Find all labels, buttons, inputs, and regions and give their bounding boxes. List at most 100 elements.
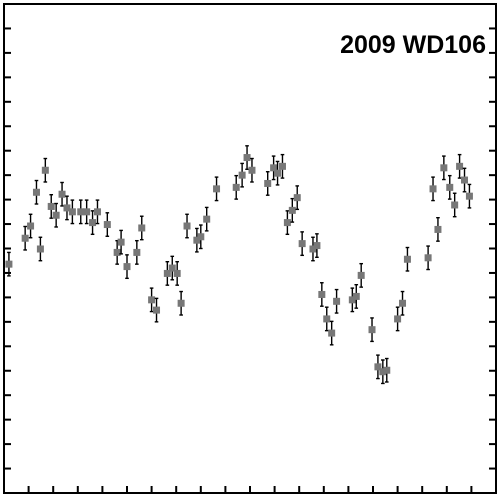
data-marker — [434, 225, 442, 233]
data-marker — [5, 260, 13, 268]
data-point — [424, 245, 432, 271]
data-marker — [328, 329, 336, 337]
data-point — [383, 357, 391, 383]
data-marker — [183, 222, 191, 230]
data-point — [374, 354, 382, 380]
data-point — [248, 157, 256, 183]
data-point — [21, 225, 29, 251]
data-point — [446, 174, 454, 200]
data-point — [451, 192, 459, 218]
data-marker — [89, 219, 97, 227]
data-point — [429, 176, 437, 202]
data-point — [32, 179, 40, 205]
data-marker — [52, 211, 60, 219]
data-marker — [278, 162, 286, 170]
data-point — [309, 236, 317, 262]
data-point — [203, 206, 211, 232]
data-point — [434, 216, 442, 242]
data-marker — [177, 299, 185, 307]
data-marker — [58, 190, 66, 198]
data-marker — [163, 269, 171, 277]
data-point — [148, 287, 156, 313]
data-marker — [424, 254, 432, 262]
data-point — [298, 231, 306, 257]
data-marker — [451, 201, 459, 209]
data-marker — [456, 162, 464, 170]
data-marker — [446, 183, 454, 191]
data-marker — [232, 183, 240, 191]
data-point — [173, 261, 181, 286]
axis-ticks — [4, 27, 496, 493]
data-point — [133, 239, 141, 265]
data-marker — [47, 202, 55, 210]
data-point — [213, 176, 221, 202]
data-marker — [197, 233, 205, 241]
data-marker — [83, 208, 91, 216]
data-marker — [32, 188, 40, 196]
data-point — [27, 213, 35, 239]
data-marker — [113, 248, 121, 256]
data-marker — [77, 208, 85, 216]
data-point — [328, 320, 336, 346]
data-marker — [123, 263, 131, 271]
data-point — [193, 227, 201, 253]
data-marker — [283, 219, 291, 227]
data-marker — [352, 292, 360, 300]
data-marker — [309, 245, 317, 253]
data-marker — [274, 169, 282, 177]
data-marker — [63, 204, 71, 212]
data-marker — [323, 315, 331, 323]
data-marker — [21, 234, 29, 242]
data-marker — [41, 166, 49, 174]
data-marker — [293, 194, 301, 202]
data-marker — [399, 299, 407, 307]
data-point — [77, 199, 85, 225]
data-marker — [93, 208, 101, 216]
data-point — [197, 224, 205, 250]
data-marker — [465, 192, 473, 200]
data-marker — [238, 171, 246, 179]
data-point — [288, 197, 296, 223]
data-marker — [403, 255, 411, 263]
data-point — [153, 297, 161, 323]
data-point — [293, 185, 301, 211]
data-marker — [203, 215, 211, 223]
data-point — [323, 306, 331, 332]
data-point — [274, 160, 282, 186]
plot-frame — [3, 3, 497, 494]
data-marker — [348, 296, 356, 304]
data-marker — [173, 269, 181, 277]
data-marker — [313, 242, 321, 250]
data-marker — [213, 185, 221, 193]
data-marker — [288, 206, 296, 214]
data-marker — [298, 240, 306, 248]
data-point — [368, 317, 376, 343]
data-point — [283, 210, 291, 236]
data-point — [232, 174, 240, 200]
data-marker — [36, 245, 44, 253]
data-marker — [357, 271, 365, 279]
data-marker — [248, 166, 256, 174]
data-point — [264, 171, 272, 196]
data-point — [357, 262, 365, 288]
data-point — [41, 157, 49, 183]
data-point — [352, 283, 360, 309]
data-point — [93, 199, 101, 225]
data-point — [270, 155, 278, 181]
data-point — [123, 254, 131, 280]
data-point — [183, 213, 191, 239]
data-marker — [333, 297, 341, 305]
data-marker — [383, 366, 391, 374]
data-marker — [379, 368, 387, 376]
data-point — [403, 246, 411, 272]
data-point — [278, 153, 286, 179]
data-point — [456, 153, 464, 179]
data-point — [318, 282, 326, 307]
data-point — [168, 255, 176, 281]
data-marker — [270, 164, 278, 172]
data-marker — [117, 238, 125, 246]
data-marker — [429, 185, 437, 193]
data-marker — [68, 208, 76, 216]
data-point — [399, 290, 407, 316]
